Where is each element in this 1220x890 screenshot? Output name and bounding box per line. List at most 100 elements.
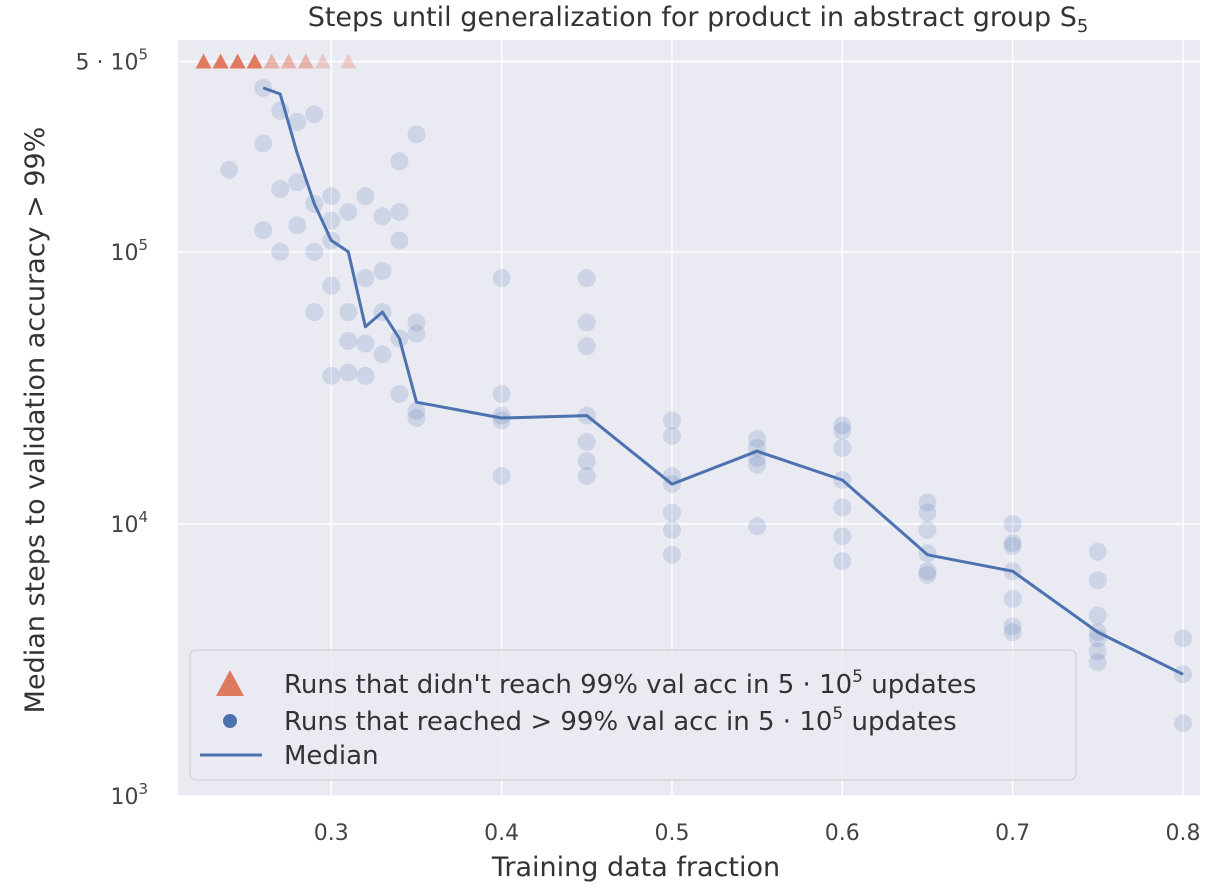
data-point-failed [263, 53, 280, 69]
data-point-reached [662, 427, 681, 446]
data-point-reached [407, 324, 426, 343]
data-point-reached [1088, 642, 1107, 661]
x-tick-label: 0.6 [825, 821, 860, 846]
x-tick-label: 0.3 [314, 821, 349, 846]
data-point-reached [322, 187, 341, 206]
legend-marker-triangle [216, 670, 244, 696]
chart-title: Steps until generalization for product i… [308, 2, 1089, 37]
data-point-reached [833, 552, 852, 571]
data-point-reached [492, 406, 511, 425]
data-point-reached [305, 303, 324, 322]
chart-title-subscript: 5 [1077, 16, 1088, 37]
data-point-failed [195, 53, 212, 69]
data-point-reached [373, 261, 392, 280]
data-point-reached [288, 112, 307, 131]
data-point-reached [577, 337, 596, 356]
data-point-failed [297, 53, 314, 69]
y-tick-label: 103 [110, 780, 148, 810]
data-point-failed [212, 53, 229, 69]
data-point-reached [833, 527, 852, 546]
data-point-reached [288, 216, 307, 235]
data-point-reached [356, 187, 375, 206]
y-tick-label: 105 [110, 236, 148, 266]
data-point-reached [748, 455, 767, 474]
data-point-reached [833, 498, 852, 517]
data-point-reached [577, 432, 596, 451]
data-point-reached [833, 421, 852, 440]
data-point-reached [918, 493, 937, 512]
data-point-reached [492, 466, 511, 485]
y-tick-label: 5 · 105 [75, 46, 148, 76]
data-point-reached [356, 334, 375, 353]
data-point-reached [577, 313, 596, 332]
data-point-reached [833, 416, 852, 435]
data-point-reached [339, 202, 358, 221]
data-point-reached [1088, 571, 1107, 590]
data-point-reached [1173, 629, 1192, 648]
data-point-reached [390, 231, 409, 250]
data-point-reached [1003, 589, 1022, 608]
x-tick-label: 0.5 [654, 821, 689, 846]
y-tick-label: 104 [110, 508, 148, 538]
x-tick-label: 0.8 [1165, 821, 1200, 846]
y-axis-label: Median steps to validation accuracy > 99… [20, 127, 51, 714]
data-point-failed [246, 53, 263, 69]
data-point-reached [288, 173, 307, 192]
x-tick-label: 0.7 [995, 821, 1030, 846]
data-point-reached [748, 430, 767, 449]
data-point-reached [407, 408, 426, 427]
data-point-reached [390, 152, 409, 171]
data-point-reached [1088, 606, 1107, 625]
median-line [262, 86, 1184, 676]
data-point-reached [356, 269, 375, 288]
data-point-reached [492, 269, 511, 288]
legend-box [189, 649, 1077, 781]
data-point-reached [662, 411, 681, 430]
data-point-failed [340, 53, 357, 69]
x-axis-label: Training data fraction [491, 852, 780, 883]
data-point-reached [1088, 653, 1107, 672]
data-point-reached [662, 520, 681, 539]
data-point-reached [492, 385, 511, 404]
data-point-reached [662, 503, 681, 522]
data-point-failed [280, 53, 297, 69]
data-point-reached [1003, 617, 1022, 636]
data-point-reached [220, 160, 239, 179]
data-point-reached [918, 562, 937, 581]
data-point-reached [322, 366, 341, 385]
legend-label: Median [284, 741, 379, 771]
data-point-reached [1003, 534, 1022, 553]
data-point-reached [492, 411, 511, 430]
data-point-reached [322, 276, 341, 295]
data-point-reached [577, 269, 596, 288]
data-point-reached [407, 401, 426, 420]
data-point-reached [254, 134, 273, 153]
data-point-reached [407, 125, 426, 144]
data-point-reached [356, 366, 375, 385]
data-point-reached [1003, 514, 1022, 533]
data-point-reached [254, 221, 273, 240]
data-point-reached [833, 439, 852, 458]
data-point-failed [229, 53, 246, 69]
data-point-reached [322, 211, 341, 230]
data-point-reached [373, 345, 392, 364]
data-point-reached [373, 207, 392, 226]
data-point-reached [305, 242, 324, 261]
data-point-reached [305, 105, 324, 124]
data-point-reached [577, 452, 596, 471]
x-tick-label: 0.4 [484, 821, 519, 846]
data-point-reached [918, 503, 937, 522]
legend: Runs that didn't reach 99% val acc in 5 … [189, 649, 1077, 781]
data-point-reached [1088, 542, 1107, 561]
data-point-reached [748, 517, 767, 536]
data-point-reached [407, 313, 426, 332]
legend-label: Runs that reached > 99% val acc in 5 · 1… [284, 704, 957, 737]
data-point-reached [339, 363, 358, 382]
data-point-reached [254, 78, 273, 97]
data-point-reached [1003, 623, 1022, 642]
data-point-reached [1003, 536, 1022, 555]
data-point-reached [339, 331, 358, 350]
data-point-reached [1173, 714, 1192, 733]
plot-area: 0.3 0.4 0.5 0.6 0.7 0.8 103 104 105 5 · 105 Runs t… [75, 40, 1200, 846]
